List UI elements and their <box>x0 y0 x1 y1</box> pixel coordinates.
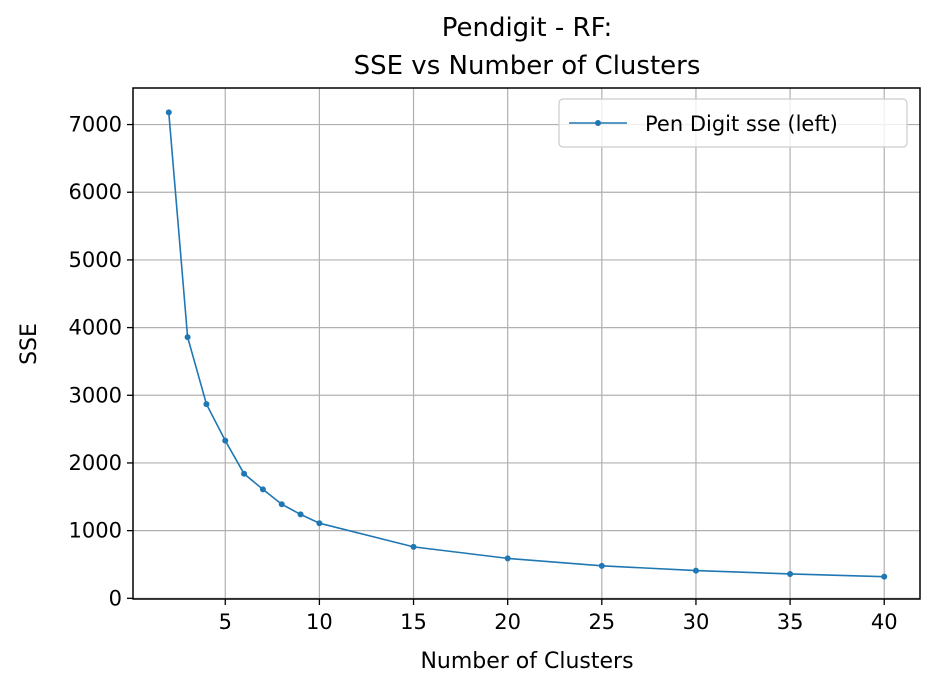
legend-point-marker <box>595 120 601 126</box>
x-tick-label: 25 <box>588 610 615 634</box>
y-tick-label: 7000 <box>69 113 122 137</box>
x-tick-label: 30 <box>683 610 710 634</box>
x-tick-label: 10 <box>306 610 333 634</box>
data-point <box>881 573 888 580</box>
chart-title-line2: SSE vs Number of Clusters <box>354 51 701 81</box>
x-tick-label: 15 <box>400 610 427 634</box>
series-layer <box>165 109 888 580</box>
x-axis-label: Number of Clusters <box>420 649 633 674</box>
y-tick-label: 0 <box>109 586 122 610</box>
data-point <box>787 570 794 577</box>
series-line <box>167 112 885 578</box>
y-tick-label: 5000 <box>69 248 122 272</box>
data-point <box>297 511 304 518</box>
data-point <box>598 562 605 569</box>
x-tick-label: 40 <box>871 610 898 634</box>
y-tick-label: 6000 <box>69 180 122 204</box>
x-axis: 5 10 15 20 25 30 35 40 <box>219 599 898 634</box>
x-tick-label: 5 <box>219 610 232 634</box>
data-point <box>241 470 248 477</box>
data-point <box>410 543 417 550</box>
data-point <box>222 437 229 444</box>
chart-title-line1: Pendigit - RF: <box>442 13 613 43</box>
legend-entry-label: Pen Digit sse (left) <box>645 112 838 136</box>
data-point <box>259 486 266 493</box>
y-axis-label: SSE <box>17 323 42 365</box>
y-tick-label: 4000 <box>69 316 122 340</box>
y-tick-label: 2000 <box>69 451 122 475</box>
data-point <box>316 520 323 527</box>
x-tick-label: 35 <box>777 610 804 634</box>
plot-area-frame <box>132 87 921 600</box>
data-point <box>278 501 285 508</box>
grid <box>133 88 920 599</box>
legend-box <box>558 98 908 148</box>
data-point <box>184 334 191 341</box>
y-tick-label: 1000 <box>69 519 122 543</box>
x-tick-label: 20 <box>494 610 521 634</box>
y-axis: 0 1000 2000 3000 4000 5000 6000 7000 <box>69 113 133 610</box>
data-point <box>165 109 172 116</box>
legend: Pen Digit sse (left) <box>558 98 908 148</box>
data-point <box>203 401 210 408</box>
y-tick-label: 3000 <box>69 383 122 407</box>
data-point <box>692 567 699 574</box>
data-point <box>504 555 511 562</box>
